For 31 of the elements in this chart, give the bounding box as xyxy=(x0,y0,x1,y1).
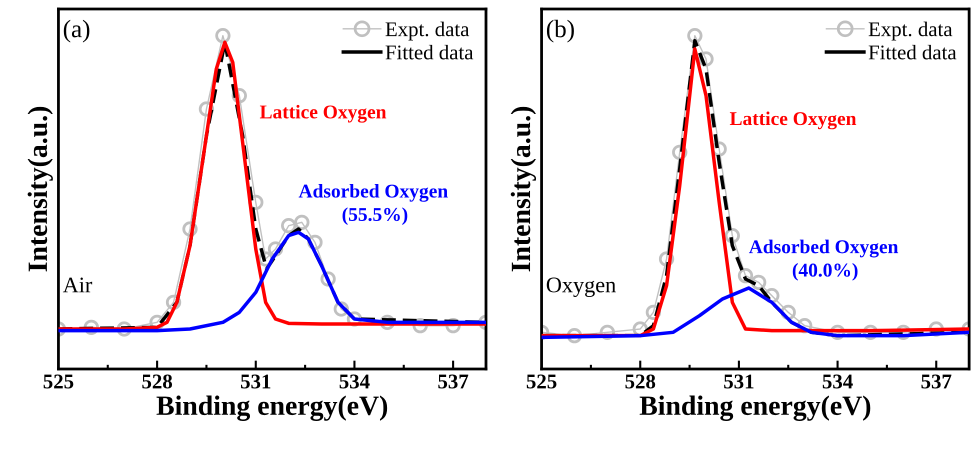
series-label: Lattice Oxygen xyxy=(730,112,856,130)
x-tick-label: 528 xyxy=(142,374,172,389)
x-tick-label: 525 xyxy=(44,374,74,389)
legend-label: Expt. data xyxy=(868,22,952,41)
legend-label: Expt. data xyxy=(386,22,470,41)
series-label: Adsorbed Oxygen xyxy=(298,184,448,202)
point xyxy=(215,28,231,44)
x-tick-label: 537 xyxy=(921,374,952,389)
x-tick-label: 528 xyxy=(625,374,656,389)
x-tick-label: 531 xyxy=(724,374,754,389)
y-axis-title: Intensity(a.u.) xyxy=(510,106,536,272)
x-tick-label: 534 xyxy=(822,374,853,389)
annotation: (a) xyxy=(64,20,90,42)
point xyxy=(281,218,296,234)
annotation: Oxygen xyxy=(546,277,616,297)
x-tick-label: 531 xyxy=(240,374,270,389)
annotation: (40.0%) xyxy=(792,263,858,281)
legend-label: Fitted data xyxy=(868,44,956,60)
x-tick-label: 537 xyxy=(438,374,468,389)
legend-label: Fitted data xyxy=(386,44,474,60)
point xyxy=(294,214,310,230)
x-axis-title: Binding energy(eV) xyxy=(156,396,388,421)
series-label: Adsorbed Oxygen xyxy=(748,240,898,258)
x-tick-label: 525 xyxy=(526,374,556,389)
series-label: Lattice Oxygen xyxy=(260,104,386,123)
annotation: Air xyxy=(62,278,92,292)
x-axis-title: Binding energy(eV) xyxy=(640,396,870,421)
annotation: (b) xyxy=(546,20,574,42)
x-tick-label: 534 xyxy=(340,374,370,389)
y-axis-title: Intensity(a.u.) xyxy=(28,106,53,272)
annotation: (55.5%) xyxy=(342,207,408,225)
